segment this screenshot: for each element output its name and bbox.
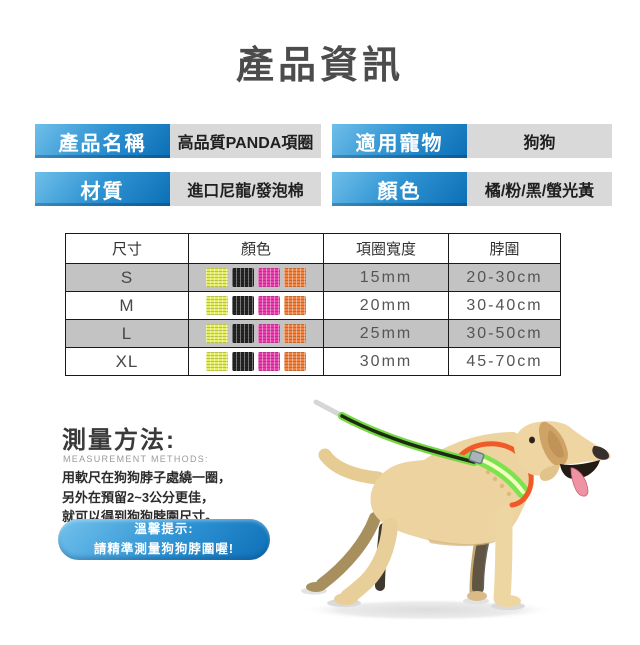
collar-swatch-orange xyxy=(284,324,306,343)
size-row-s: S 15mm 20-30cm xyxy=(65,263,561,292)
info-row: 產品名稱 高品質PANDA項圈 適用寵物 狗狗 xyxy=(35,124,612,158)
labrador-illustration xyxy=(300,399,611,621)
collar-swatch-black xyxy=(232,268,254,287)
info-label-color: 顏色 xyxy=(332,172,467,206)
collar-swatch-black xyxy=(232,296,254,315)
color-swatches-cell xyxy=(188,263,324,292)
collar-swatch-orange xyxy=(284,352,306,371)
header-neck-girth: 脖圍 xyxy=(448,233,561,264)
header-collar-width: 項圈寬度 xyxy=(323,233,449,264)
dog-photo xyxy=(278,398,640,640)
size-table-header-row: 尺寸 顏色 項圈寬度 脖圍 xyxy=(65,233,561,264)
collar-swatch-pink xyxy=(258,268,280,287)
size-row-m: M 20mm 30-40cm xyxy=(65,291,561,320)
header-size: 尺寸 xyxy=(65,233,189,264)
measurement-heading: 測量方法: xyxy=(62,427,176,454)
collar-width-cell: 15mm xyxy=(323,263,449,292)
info-row: 材質 進口尼龍/發泡棉 顏色 橘/粉/黑/螢光黃 xyxy=(35,172,612,206)
info-label-product-name: 產品名稱 xyxy=(35,124,170,158)
tip-line-1: 溫馨提示: xyxy=(134,522,194,537)
color-swatches-cell xyxy=(188,291,324,320)
size-cell: L xyxy=(65,319,189,348)
instruction-line: 用軟尺在狗狗脖子處繞一圈， xyxy=(62,470,232,485)
measurement-instructions: 用軟尺在狗狗脖子處繞一圈， 另外在預留2~3公分更佳， 就可以得到狗狗脖圍尺寸。 xyxy=(62,468,231,527)
size-row-xl: XL 30mm 45-70cm xyxy=(65,347,561,376)
collar-swatch-yellow xyxy=(206,352,228,371)
header-color: 顏色 xyxy=(188,233,324,264)
collar-swatch-black xyxy=(232,352,254,371)
collar-width-cell: 25mm xyxy=(323,319,449,348)
info-value-applicable-pet: 狗狗 xyxy=(467,124,612,158)
info-label-material: 材質 xyxy=(35,172,170,206)
info-value-color: 橘/粉/黑/螢光黃 xyxy=(467,172,612,206)
collar-swatch-yellow xyxy=(206,268,228,287)
collar-swatch-orange xyxy=(284,268,306,287)
info-value-product-name: 高品質PANDA項圈 xyxy=(170,124,321,158)
size-cell: S xyxy=(65,263,189,292)
instruction-line: 另外在預留2~3公分更佳， xyxy=(62,489,215,505)
measurement-subheading: MEASUREMENT METHODS: xyxy=(63,454,209,464)
color-swatches-cell xyxy=(188,319,324,348)
size-chart-table: 尺寸 顏色 項圈寬度 脖圍 S 15mm 20-30cm M 20mm 30-4… xyxy=(65,233,561,376)
neck-girth-cell: 20-30cm xyxy=(448,263,561,292)
product-info-table: 產品名稱 高品質PANDA項圈 適用寵物 狗狗 材質 進口尼龍/發泡棉 顏色 橘… xyxy=(35,124,612,220)
info-value-material: 進口尼龍/發泡棉 xyxy=(170,172,321,206)
collar-swatch-yellow xyxy=(206,296,228,315)
collar-swatch-pink xyxy=(258,324,280,343)
collar-width-cell: 20mm xyxy=(323,291,449,320)
page-title: 產品資訊 xyxy=(235,45,404,87)
tip-line-2: 請精準測量狗狗脖圍喔! xyxy=(93,541,235,556)
neck-girth-cell: 30-50cm xyxy=(448,319,561,348)
size-cell: M xyxy=(65,291,189,320)
collar-swatch-pink xyxy=(258,352,280,371)
collar-swatch-orange xyxy=(284,296,306,315)
collar-swatch-black xyxy=(232,324,254,343)
collar-swatch-yellow xyxy=(206,324,228,343)
neck-girth-cell: 30-40cm xyxy=(448,291,561,320)
collar-swatch-pink xyxy=(258,296,280,315)
warm-tip-badge: 溫馨提示: 請精準測量狗狗脖圍喔! xyxy=(58,519,270,560)
info-label-applicable-pet: 適用寵物 xyxy=(332,124,467,158)
size-cell: XL xyxy=(65,347,189,376)
neck-girth-cell: 45-70cm xyxy=(448,347,561,376)
size-row-l: L 25mm 30-50cm xyxy=(65,319,561,348)
collar-width-cell: 30mm xyxy=(323,347,449,376)
color-swatches-cell xyxy=(188,347,324,376)
